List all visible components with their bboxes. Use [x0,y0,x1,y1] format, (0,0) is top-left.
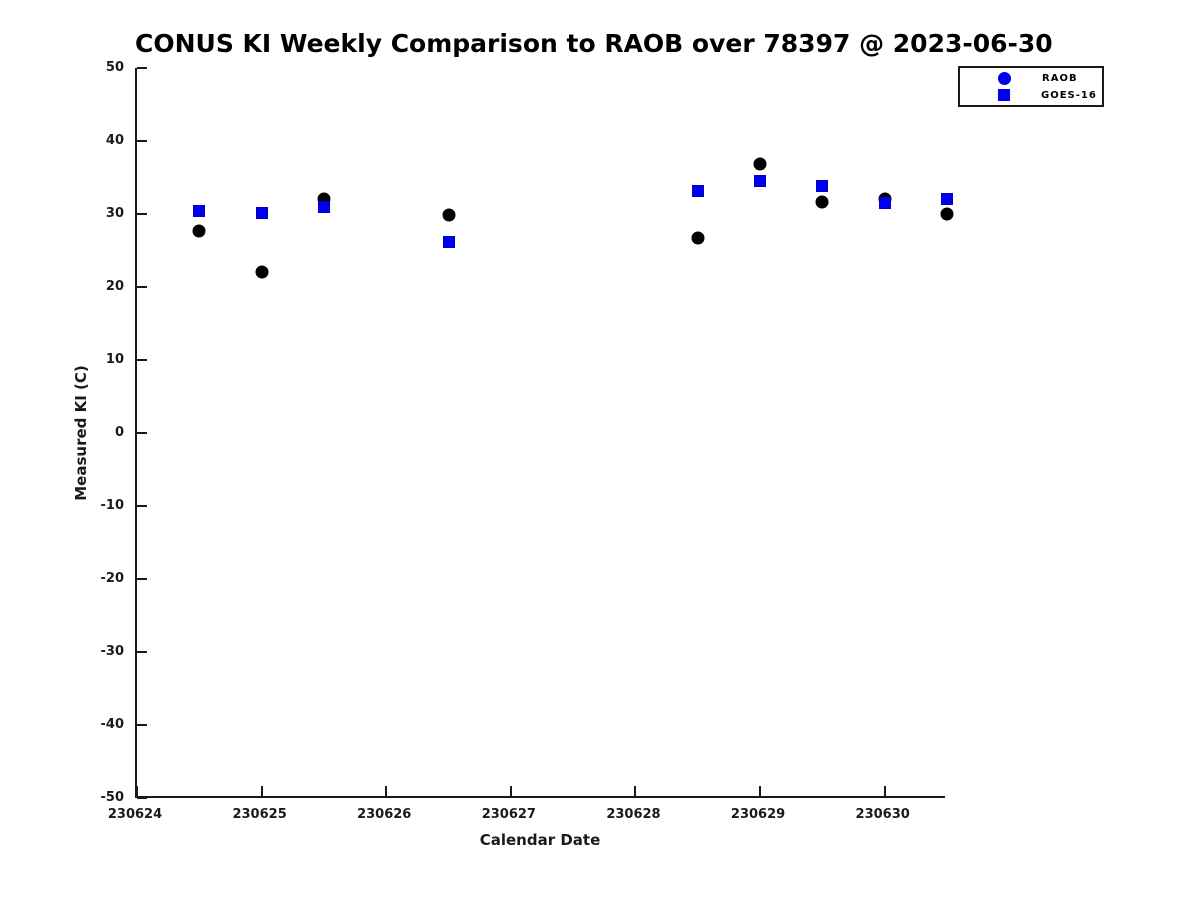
x-tick-label: 230628 [606,807,661,822]
y-tick-label: -40 [100,717,125,732]
data-point-goes-16 [691,184,704,197]
y-tick-label: 10 [105,352,124,367]
legend-item-goes16: GOES-16 [960,87,1102,104]
data-point-raob [815,195,829,209]
raob-circle-icon [998,71,1011,85]
data-point-raob [255,265,269,279]
data-point-goes-16 [255,206,268,219]
x-tick-mark [759,786,762,796]
data-point-goes-16 [941,192,953,205]
legend-label-raob: RAOB [1042,72,1078,84]
y-tick-label: -20 [100,571,125,586]
data-point-raob [691,231,705,245]
data-point-raob [442,208,456,222]
y-tick-mark [137,67,147,69]
x-tick-label: 230629 [730,807,786,822]
data-point-goes-16 [754,175,767,188]
y-tick-label: 20 [105,279,124,294]
goes16-square-icon [998,89,1010,101]
y-tick-mark [137,359,147,361]
x-tick-mark [385,786,388,796]
y-tick-label: 40 [105,133,124,148]
data-point-raob [192,224,206,238]
data-point-goes-16 [193,205,206,218]
y-tick-label: 0 [114,425,124,440]
y-tick-label: 50 [105,60,124,75]
data-point-raob [753,157,767,171]
x-tick-label: 230630 [855,807,910,822]
x-tick-mark [509,786,512,796]
y-tick-mark [137,578,147,580]
plot-area [135,67,954,799]
data-point-goes-16 [442,236,455,249]
legend-label-goes16: GOES-16 [1041,89,1097,101]
y-tick-label: -50 [100,790,125,805]
y-tick-mark [137,651,147,653]
x-tick-mark [883,786,886,796]
chart-title: CONUS KI Weekly Comparison to RAOB over … [135,29,1053,58]
y-tick-mark [137,797,147,799]
legend-item-raob: RAOB [960,70,1102,87]
x-tick-label: 230626 [357,807,412,822]
x-tick-mark [260,786,263,796]
x-tick-mark [634,786,637,796]
y-tick-mark [137,140,147,142]
data-point-goes-16 [816,179,829,192]
x-tick-mark [136,786,138,796]
y-tick-mark [137,432,147,434]
data-point-raob [940,207,954,221]
y-tick-label: -30 [100,644,125,659]
x-tick-label: 230627 [481,807,536,822]
y-tick-mark [137,724,147,726]
y-tick-mark [137,505,147,507]
data-point-goes-16 [878,197,891,210]
legend: RAOB GOES-16 [958,66,1104,107]
x-axis-label: Calendar Date [479,831,601,849]
data-point-goes-16 [317,200,330,213]
y-tick-mark [137,286,147,288]
x-tick-label: 230625 [232,807,287,822]
y-tick-label: 30 [105,206,124,221]
x-tick-label: 230624 [107,807,163,822]
y-tick-label: -10 [100,498,125,513]
y-tick-mark [137,213,147,215]
